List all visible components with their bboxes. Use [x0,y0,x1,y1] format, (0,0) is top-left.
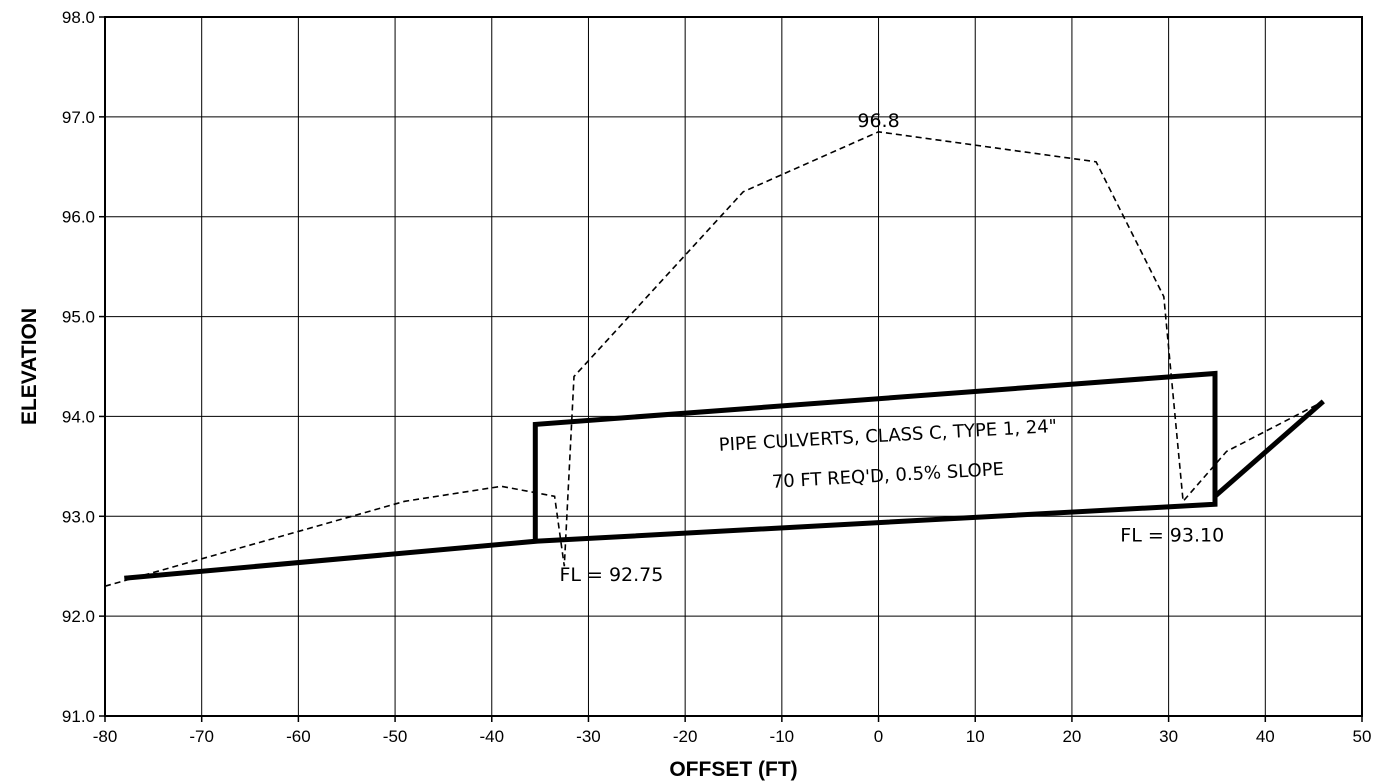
annotations: 96.8 PIPE CULVERTS, CLASS C, TYPE 1, 24"7… [559,110,1224,586]
y-axis-ticks: 91.0 92.0 93.0 94.0 95.0 96.0 97.0 98.0 [62,8,105,726]
series-line-2 [1213,399,1325,499]
y-axis-title: ELEVATION [18,308,41,425]
grid [104,16,1363,717]
x-axis-title: OFFSET (FT) [669,758,797,781]
fl-right-label: FL = 93.10 [1120,524,1224,546]
x-tick-label: -80 [93,727,118,746]
y-tick-label: 96.0 [62,208,95,227]
x-tick-label: 20 [1062,727,1081,746]
x-axis-ticks: -80 -70 -60 -50 -40 -30 -20 -10 0 10 20 30 40 50 [93,716,1372,746]
y-tick-label: 91.0 [62,707,95,726]
pipe-title-line-2: 70 FT REQ'D, 0.5% SLOPE [771,459,1004,493]
series-line-0 [104,130,1324,587]
x-tick-label: -50 [383,727,408,746]
y-tick-label: 93.0 [62,507,95,526]
y-tick-label: 98.0 [62,8,95,27]
y-tick-label: 95.0 [62,308,95,327]
series-group [104,130,1325,587]
x-tick-label: -10 [770,727,795,746]
pipe-title-line-1: PIPE CULVERTS, CLASS C, TYPE 1, 24" [718,416,1057,456]
y-tick-label: 94.0 [62,407,95,426]
x-tick-label: 50 [1353,727,1372,746]
series-line-1 [124,370,1218,581]
x-tick-label: 40 [1256,727,1275,746]
x-tick-label: -30 [576,727,601,746]
fl-left-label: FL = 92.75 [559,564,663,586]
x-tick-label: 10 [966,727,985,746]
peak-label: 96.8 [857,110,899,132]
x-tick-label: 30 [1159,727,1178,746]
x-tick-label: -20 [673,727,698,746]
y-tick-label: 97.0 [62,108,95,127]
x-tick-label: 0 [874,727,883,746]
y-tick-label: 92.0 [62,607,95,626]
plot-frame [104,16,1363,717]
x-tick-label: -40 [479,727,504,746]
x-tick-label: -70 [189,727,214,746]
x-tick-label: -60 [286,727,311,746]
